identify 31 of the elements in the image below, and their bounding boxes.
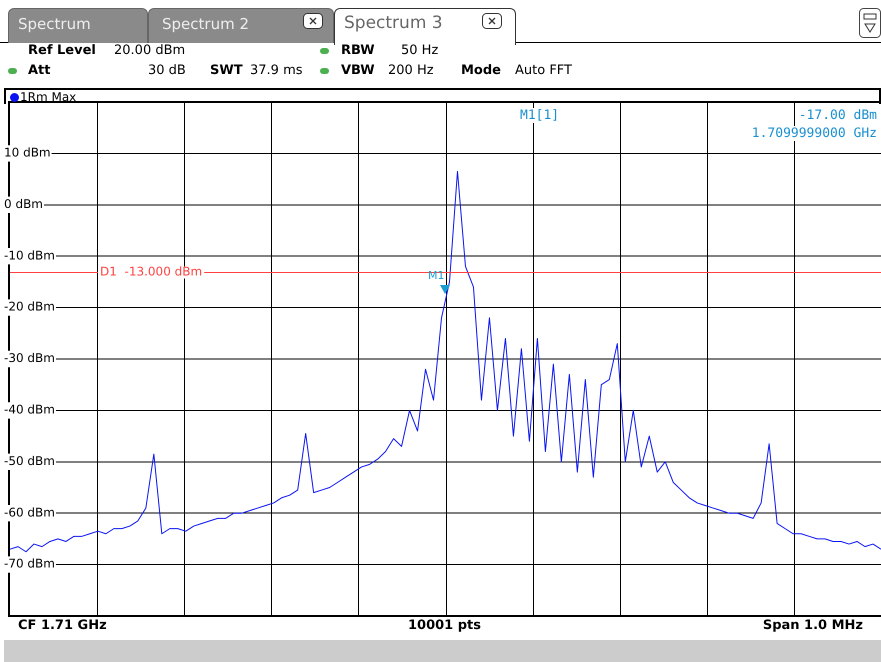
annotation: M1[1] (520, 108, 560, 123)
y-tick-label: 0 dBm (4, 196, 43, 211)
text: SWT (210, 63, 243, 78)
y-tick-label: 10 dBm (4, 146, 51, 160)
y-tick-label: -10 dBm (4, 248, 55, 262)
text: Auto FFT (515, 63, 572, 78)
text: 200 Hz (388, 63, 434, 78)
legend-label: 1Rm Max (20, 90, 76, 104)
text: Mode (461, 63, 501, 78)
text: VBW (341, 63, 375, 78)
y-tick-label: -70 dBm (4, 556, 55, 571)
y-tick-label: -30 dBm (4, 351, 55, 366)
text: 10001 pts (408, 618, 482, 633)
text: 37.9 ms (250, 63, 303, 78)
y-tick-label: -60 dBm (4, 505, 55, 520)
annotation: M1 (428, 269, 444, 282)
text: RBW (341, 43, 375, 58)
text: CF 1.71 GHz (18, 618, 107, 633)
text: 30 dB (148, 63, 186, 78)
y-tick-label: -20 dBm (4, 300, 55, 314)
text: Ref Level (28, 43, 96, 58)
y-tick-label: -50 dBm (4, 454, 55, 468)
ref-line-label: D1 -13.000 dBm (100, 264, 202, 279)
text: 50 Hz (401, 43, 438, 58)
text: Span 1.0 MHz (762, 618, 863, 633)
annotation: -17.00 dBm (798, 108, 877, 123)
annotation: 1.7099999000 GHz (752, 126, 877, 141)
y-tick-label: -40 dBm (4, 402, 55, 417)
text: Att (28, 63, 50, 78)
text: Spectrum 3 (344, 13, 443, 33)
text: 20.00 dBm (114, 43, 186, 58)
